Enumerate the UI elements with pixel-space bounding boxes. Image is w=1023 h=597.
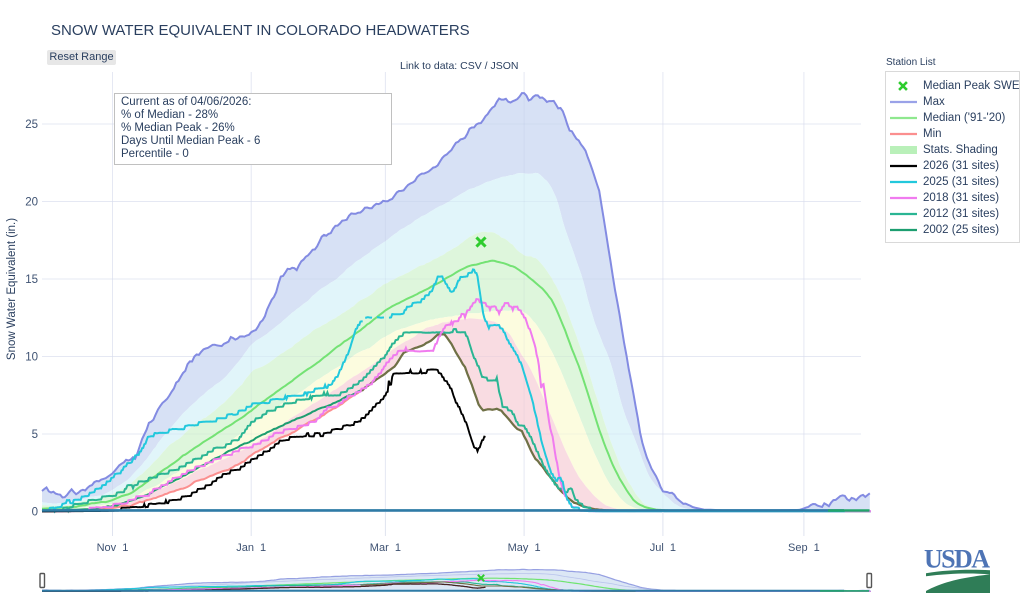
- svg-text:May 1: May 1: [508, 542, 541, 554]
- svg-text:Jan 1: Jan 1: [236, 542, 266, 554]
- svg-text:Nov 1: Nov 1: [97, 542, 129, 554]
- svg-text:0: 0: [32, 507, 38, 519]
- svg-text:5: 5: [32, 429, 38, 441]
- svg-text:Jul 1: Jul 1: [650, 542, 676, 554]
- svg-text:Mar 1: Mar 1: [370, 542, 401, 554]
- svg-text:10: 10: [25, 352, 38, 364]
- svg-text:15: 15: [25, 274, 38, 286]
- svg-text:20: 20: [25, 197, 38, 209]
- svg-text:25: 25: [25, 119, 38, 131]
- svg-text:USDA: USDA: [924, 545, 990, 574]
- svg-text:Sep 1: Sep 1: [788, 542, 820, 554]
